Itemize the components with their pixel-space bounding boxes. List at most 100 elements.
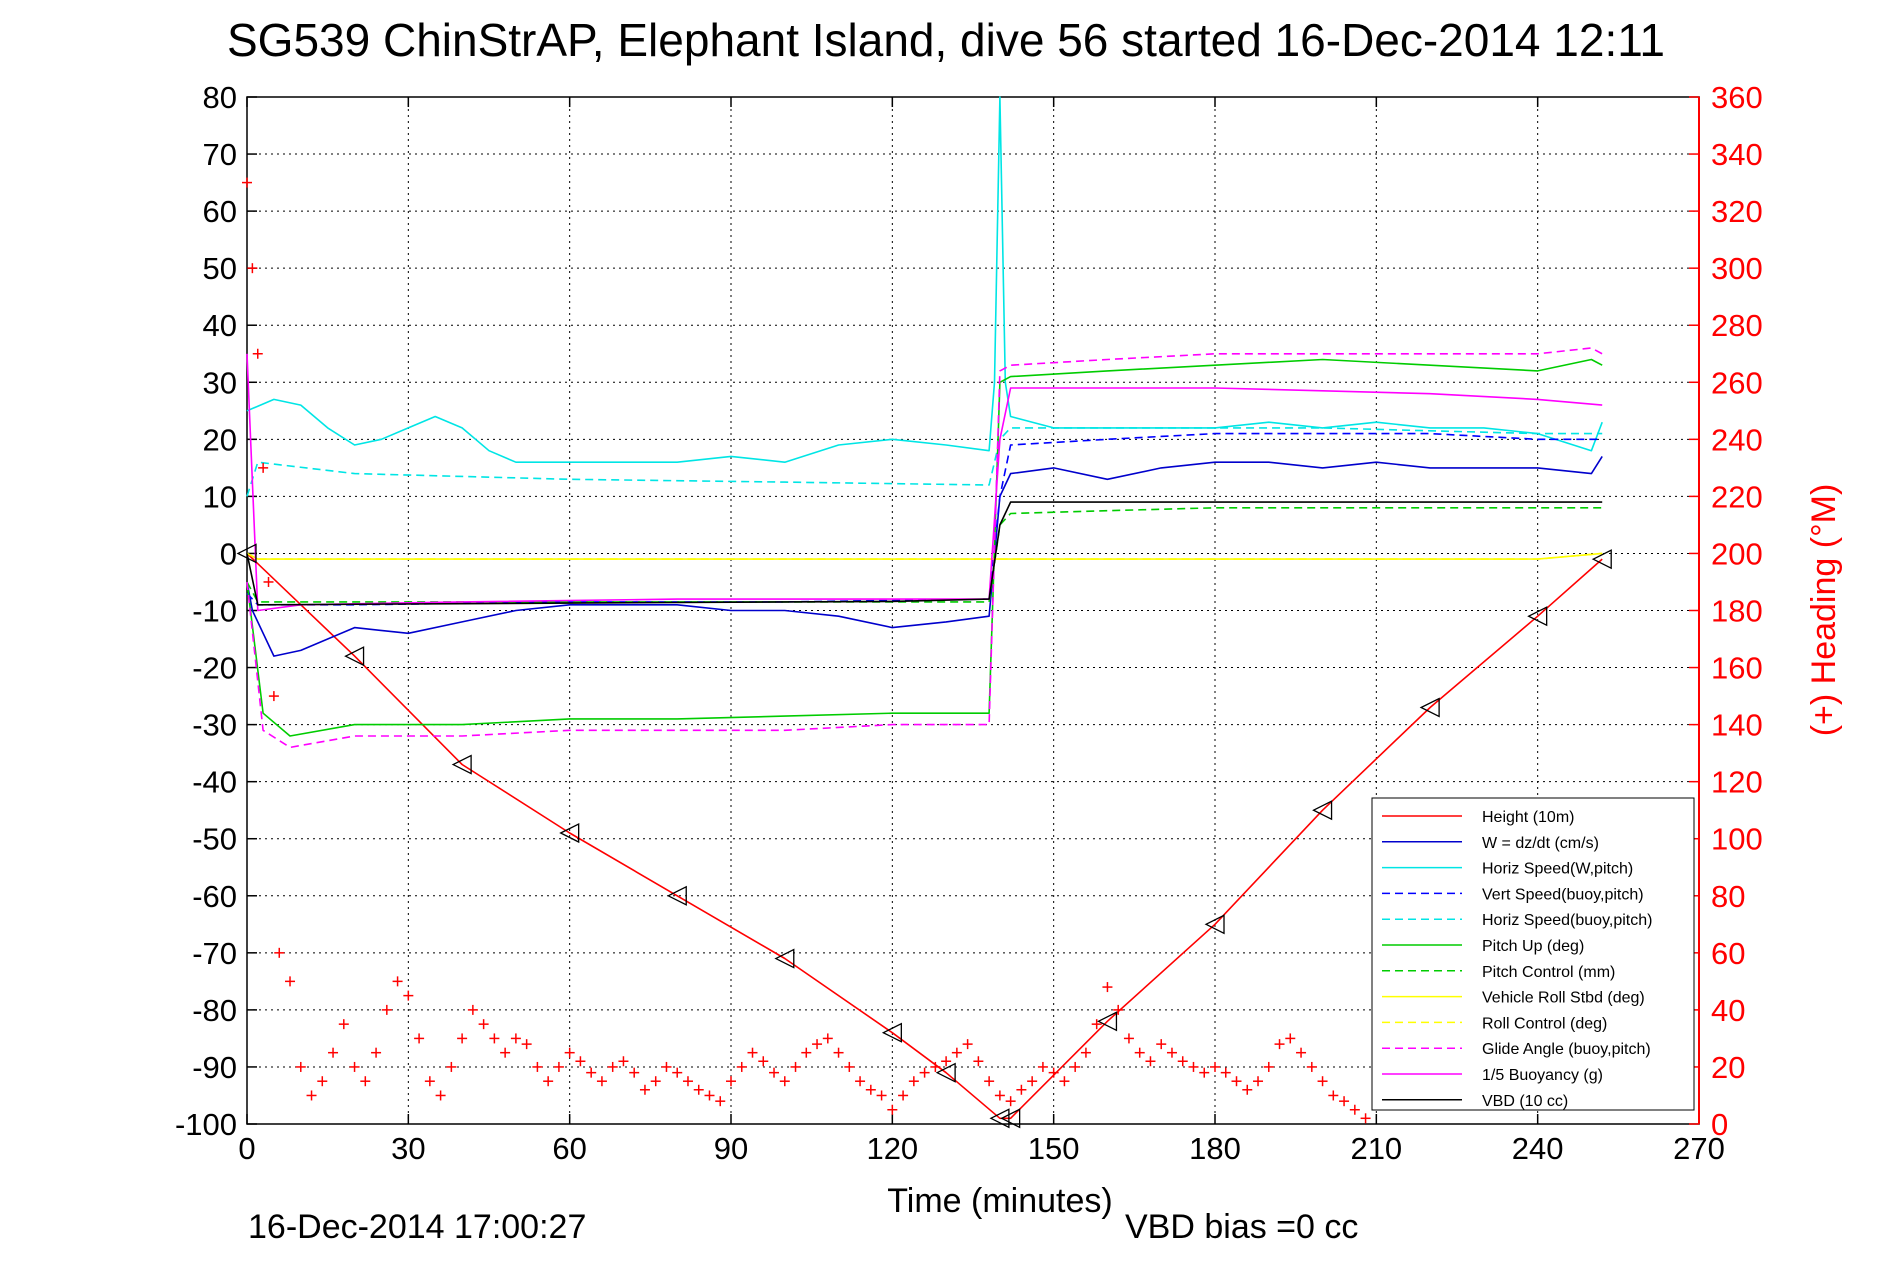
heading-point [500,1047,511,1058]
heading-point [1253,1076,1264,1087]
heading-point [919,1067,930,1078]
heading-point [812,1039,823,1050]
heading-point [1242,1084,1253,1095]
series-line-5 [246,358,1603,737]
x-tick-label: 210 [1350,1131,1402,1166]
vbd-bias-footer: VBD bias =0 cc [1125,1208,1358,1246]
heading-point [941,1056,952,1067]
legend-box [1371,797,1695,1111]
heading-point [962,1039,973,1050]
heading-point [1317,1076,1328,1087]
heading-point [285,976,296,987]
x-tick-label: 240 [1512,1131,1564,1166]
height-markers [236,543,1612,1129]
y-tick-label: -10 [192,594,237,629]
heading-point [1177,1056,1188,1067]
x-tick-label: 270 [1673,1131,1725,1166]
heading-point [1339,1096,1350,1107]
y-tick-label: 80 [203,80,237,115]
y-tick-label: -30 [192,708,237,743]
heading-point [543,1076,554,1087]
heading-point [1285,1033,1296,1044]
heading-point [247,263,258,274]
legend-label: Horiz Speed(buoy,pitch) [1482,912,1652,929]
y-tick-label: 20 [203,422,237,457]
height-marker [935,1062,956,1083]
heading-point [360,1076,371,1087]
y-right-tick-label: 140 [1711,708,1763,743]
y-right-tick-label: 300 [1711,251,1763,286]
legend-label: 1/5 Buoyancy (g) [1482,1067,1603,1084]
y-tick-label: -50 [192,822,237,857]
x-tick-label: 120 [866,1131,918,1166]
series-line-7 [246,552,1603,560]
heading-point [553,1061,564,1072]
heading-point [1037,1061,1048,1072]
height-marker [1312,800,1333,821]
heading-point [747,1047,758,1058]
heading-point [1328,1090,1339,1101]
heading-point [467,1004,478,1015]
series-line-11 [246,501,1603,606]
height-marker [1204,914,1225,935]
heading-point [1349,1104,1360,1115]
heading-point [908,1076,919,1087]
heading-point [693,1084,704,1095]
series-lines [246,96,1603,1120]
heading-point [1296,1047,1307,1058]
y-right-tick-label: 240 [1711,422,1763,457]
series-line-4 [246,427,1603,497]
heading-point [457,1033,468,1044]
heading-point [736,1061,747,1072]
y-right-tick-label: 160 [1711,651,1763,686]
heading-point [328,1047,339,1058]
heading-point [1210,1061,1220,1072]
heading-point [769,1067,780,1078]
heading-point [973,1056,984,1067]
heading-point [1274,1039,1285,1050]
x-tick-label: 0 [238,1131,255,1166]
y-tick-label: 60 [203,194,237,229]
heading-point [446,1061,457,1072]
heading-point [629,1067,640,1078]
heading-point [263,576,274,587]
y-tick-label: 50 [203,251,237,286]
heading-point [258,462,269,473]
series-line-0 [246,552,1603,1120]
heading-point [317,1076,328,1087]
legend-label: Height (10m) [1482,809,1574,826]
heading-point [435,1090,446,1101]
heading-point [715,1096,726,1107]
x-tick-label: 30 [391,1131,425,1166]
heading-point [1134,1047,1145,1058]
heading-point [575,1056,586,1067]
y-tick-label: 30 [203,365,237,400]
height-marker [881,1022,902,1043]
heading-point [489,1033,500,1044]
heading-point [338,1019,349,1030]
heading-point [661,1061,672,1072]
heading-point [855,1076,866,1087]
series-line-9 [246,347,1603,749]
heading-point [833,1047,844,1058]
height-marker [1591,549,1612,570]
series-line-8 [246,552,1603,560]
y-tick-label: 40 [203,308,237,343]
heading-point [1113,1004,1124,1015]
axis-ticks: 0 30 60 90 120 150 180 210 240 270 80 70 60 50 40 30 20 1… [175,80,1763,1166]
x-tick-label: 90 [714,1131,748,1166]
y-tick-label: 0 [220,536,237,571]
series-line-1 [246,455,1603,657]
heading-point [1188,1061,1199,1072]
x-tick-label: 150 [1028,1131,1080,1166]
y-right-tick-label: 280 [1711,308,1763,343]
heading-point [865,1084,876,1095]
height-marker [236,543,257,564]
y-right-tick-label: 340 [1711,137,1763,172]
heading-point [371,1047,382,1058]
heading-point [414,1033,425,1044]
y-right-tick-label: 80 [1711,879,1745,914]
heading-point [586,1067,597,1078]
heading-point [801,1047,812,1058]
heading-point [1059,1076,1070,1087]
